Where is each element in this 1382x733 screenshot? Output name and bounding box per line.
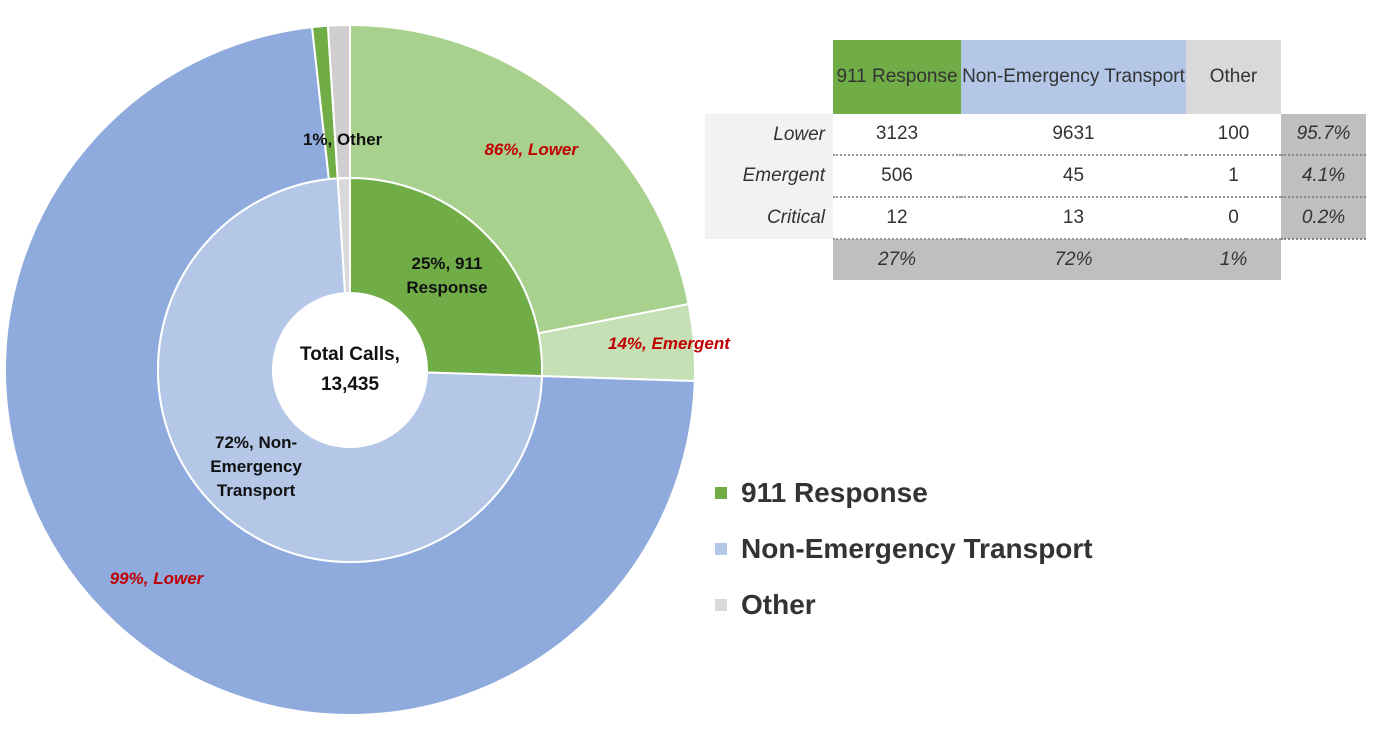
outer-label: 99%, Lower: [109, 569, 204, 589]
legend-label: 911 Response: [741, 477, 928, 508]
cell: 100: [1186, 114, 1281, 156]
row-label: Critical: [705, 197, 833, 239]
legend-swatch: [715, 543, 727, 555]
row-label: Emergent: [705, 155, 833, 197]
table-row: Critical 12 13 0 0.2%: [705, 197, 1366, 240]
legend-item: Non-Emergency Transport: [715, 521, 1093, 577]
row-share: 95.7%: [1281, 114, 1366, 156]
header-row: 911 Response Non-Emergency Transport Other: [705, 40, 1366, 114]
cell: 0: [1186, 197, 1281, 240]
inner-label: 1%, Other: [302, 130, 383, 150]
row-share: 0.2%: [1281, 197, 1366, 240]
blank: [705, 239, 833, 280]
legend-item: 911 Response: [715, 465, 1093, 521]
column-total: 72%: [961, 239, 1186, 280]
row-share: 4.1%: [1281, 155, 1366, 198]
cell: 3123: [833, 114, 961, 156]
column-total: 1%: [1186, 239, 1281, 280]
inner-label: 25%, 911 Response: [406, 254, 488, 298]
sunburst-chart: [4, 23, 696, 716]
column-total: 27%: [833, 239, 961, 280]
center-label: Total Calls, 13,435: [300, 344, 400, 395]
row-label: Lower: [705, 114, 833, 155]
totals-row: 27% 72% 1%: [705, 239, 1366, 280]
legend-swatch: [715, 487, 727, 499]
inner-label: 72%, Non-Emergency Transport: [210, 432, 302, 500]
inner-slice: [349, 176, 543, 378]
corner: [1281, 40, 1366, 114]
cell: 13: [961, 197, 1186, 240]
legend-swatch: [715, 599, 727, 611]
inner-slice: [157, 177, 543, 563]
table-header: 911 Response Non-Emergency Transport Other: [705, 40, 1366, 114]
cell: 45: [961, 155, 1186, 198]
inner-slice: [336, 176, 351, 295]
legend-item: Other: [715, 577, 1093, 633]
legend: 911 Response Non-Emergency Transport Other: [715, 465, 1093, 633]
column-header: Non-Emergency Transport: [961, 40, 1186, 114]
cell: 1: [1186, 155, 1281, 198]
table-body: Lower 3123 9631 100 95.7% Emergent 506 45 1 4.1% C…: [705, 114, 1366, 280]
outer-label: 86%, Lower: [484, 140, 579, 160]
table-row: Emergent 506 45 1 4.1%: [705, 155, 1366, 198]
cell: 506: [833, 155, 961, 198]
data-table: 911 Response Non-Emergency Transport Other…: [705, 40, 1366, 280]
cell: 9631: [961, 114, 1186, 156]
table-row: Lower 3123 9631 100 95.7%: [705, 114, 1366, 156]
outer-label: 14%, Emergent: [608, 334, 730, 354]
cell: 12: [833, 197, 961, 240]
legend-label: Non-Emergency Transport: [741, 533, 1093, 564]
column-header: Other: [1186, 40, 1281, 114]
blank: [1281, 239, 1366, 280]
legend-label: Other: [741, 589, 816, 620]
column-header: 911 Response: [833, 40, 961, 114]
corner: [705, 40, 833, 114]
